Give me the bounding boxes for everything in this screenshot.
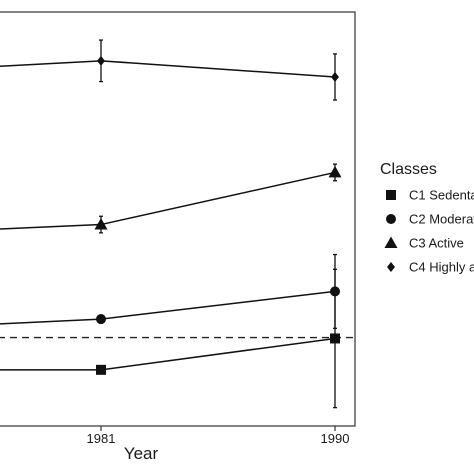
- data-point-square: [330, 333, 340, 344]
- series-line: [0, 60, 336, 78]
- legend-label: C3 Active: [409, 236, 464, 251]
- data-point-circle: [330, 286, 340, 297]
- legend-title: Classes: [380, 161, 437, 178]
- series-1: [0, 268, 340, 409]
- data-point-square: [96, 364, 106, 375]
- series-line: [0, 337, 336, 371]
- legend-key-circle: [386, 214, 396, 224]
- series-2: [0, 253, 340, 329]
- data-point-triangle: [328, 165, 342, 178]
- legend-label: C1 Sedentary: [409, 188, 474, 203]
- data-point-diamond: [97, 55, 105, 66]
- x-axis-title: Year: [124, 444, 159, 463]
- series-3: [0, 163, 342, 234]
- legend: Classes C1 Sedentary C2 Moderately active…: [380, 161, 474, 275]
- legend-label: C4 Highly active: [409, 260, 474, 275]
- series-layer: [0, 39, 342, 409]
- series-line: [0, 290, 336, 325]
- legend-key-square: [386, 190, 396, 200]
- series-line: [0, 171, 336, 230]
- plot-border: [0, 11, 356, 427]
- data-point-triangle: [94, 218, 108, 230]
- series-4: [0, 39, 339, 101]
- legend-label: C2 Moderately active: [409, 212, 474, 227]
- data-point-circle: [96, 314, 106, 325]
- x-tick-label: 1990: [321, 431, 350, 446]
- plot-panel: [0, 11, 356, 427]
- x-tick-label: 1981: [87, 431, 116, 446]
- data-point-diamond: [331, 71, 339, 82]
- legend-key-triangle: [384, 236, 398, 248]
- x-axis: 1981 1990: [87, 426, 350, 446]
- legend-key-diamond: [387, 262, 395, 272]
